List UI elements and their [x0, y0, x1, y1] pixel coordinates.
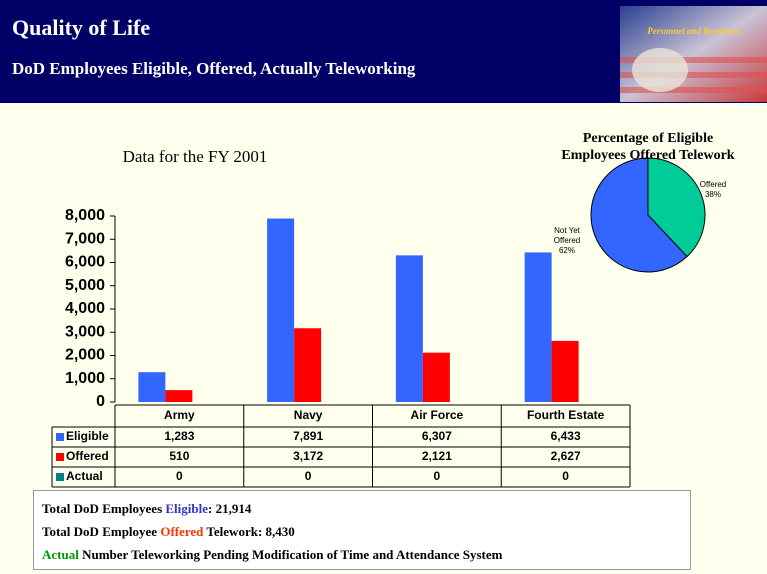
- x-tick-label: Air Force: [411, 408, 464, 422]
- summary-text: Total DoD Employee: [42, 524, 160, 539]
- table-value: 0: [434, 469, 441, 483]
- legend-label: Actual: [66, 469, 103, 483]
- legend-swatch: [56, 473, 64, 481]
- y-tick-label: 6,000: [65, 254, 105, 271]
- pie-value: 62%: [548, 246, 586, 256]
- legend-label: Eligible: [66, 429, 109, 443]
- table-value: 2,627: [551, 449, 581, 463]
- highlight: Offered: [160, 524, 203, 539]
- bar: [525, 252, 552, 402]
- legend-swatch: [56, 433, 64, 441]
- highlight: Eligible: [165, 501, 208, 516]
- pie-category: Not Yet Offered: [548, 226, 586, 246]
- pie-title: Percentage of Eligible Employees Offered…: [553, 130, 743, 164]
- header-subtitle: DoD Employees Eligible, Offered, Actuall…: [12, 59, 416, 78]
- summary-text: Total DoD Employees: [42, 501, 165, 516]
- y-tick-label: 5,000: [65, 277, 105, 294]
- summary-line: Actual Number Teleworking Pending Modifi…: [42, 543, 682, 566]
- slide: Quality of Life DoD Employees Eligible, …: [0, 0, 767, 574]
- x-tick-label: Army: [164, 408, 195, 422]
- chart-title: Data for the FY 2001: [123, 147, 268, 166]
- x-tick-label: Fourth Estate: [527, 408, 605, 422]
- table-value: 3,172: [293, 449, 323, 463]
- summary-text: Telework: 8,430: [203, 524, 294, 539]
- bar: [267, 219, 294, 402]
- canvas: Quality of Life DoD Employees Eligible, …: [0, 0, 767, 574]
- summary-text: Number Teleworking Pending Modification …: [79, 547, 503, 562]
- bar: [138, 372, 165, 402]
- table-value: 0: [305, 469, 312, 483]
- bar: [396, 255, 423, 402]
- bar: [165, 390, 192, 402]
- logo-eagle: [632, 48, 688, 92]
- table-value: 1,283: [164, 429, 194, 443]
- table-value: 0: [562, 469, 569, 483]
- logo-text: Personnel and Readiness: [647, 26, 741, 36]
- pie-value: 38%: [692, 190, 734, 200]
- bar: [423, 353, 450, 402]
- highlight: Actual: [42, 547, 79, 562]
- table-value: 2,121: [422, 449, 452, 463]
- y-tick-label: 8,000: [65, 207, 105, 224]
- bar: [294, 328, 321, 402]
- y-tick-label: 0: [96, 393, 105, 410]
- table-value: 7,891: [293, 429, 323, 443]
- pie-category: Offered: [692, 180, 734, 190]
- table-value: 0: [176, 469, 183, 483]
- summary-text: : 21,914: [208, 501, 251, 516]
- legend-label: Offered: [66, 449, 109, 463]
- summary-line: Total DoD Employees Eligible: 21,914: [42, 497, 682, 520]
- header-title: Quality of Life: [12, 15, 150, 40]
- table-value: 6,433: [551, 429, 581, 443]
- logo: Personnel and Readiness: [620, 6, 767, 102]
- y-tick-label: 3,000: [65, 323, 105, 340]
- legend-swatch: [56, 453, 64, 461]
- x-tick-label: Navy: [294, 408, 323, 422]
- table-value: 510: [169, 449, 189, 463]
- y-tick-label: 7,000: [65, 230, 105, 247]
- y-tick-label: 2,000: [65, 347, 105, 364]
- bar: [552, 341, 579, 402]
- y-tick-label: 4,000: [65, 300, 105, 317]
- y-tick-label: 1,000: [65, 370, 105, 387]
- table-value: 6,307: [422, 429, 452, 443]
- summary-line: Total DoD Employee Offered Telework: 8,4…: [42, 520, 682, 543]
